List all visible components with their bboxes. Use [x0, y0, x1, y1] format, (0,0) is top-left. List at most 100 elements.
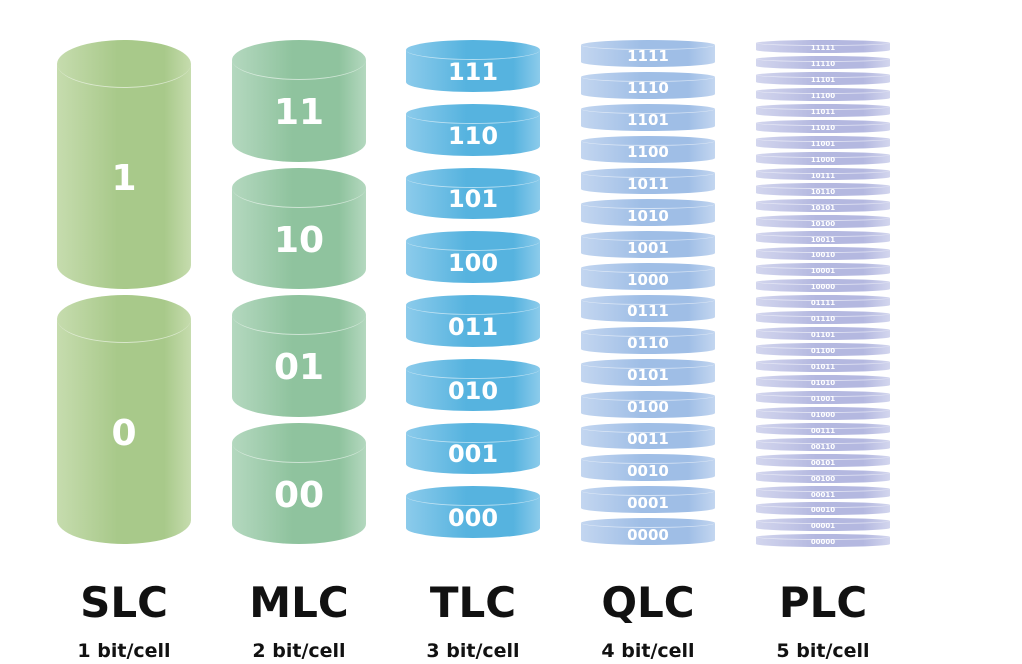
cell-state-label: 11100 [810, 92, 836, 101]
cell-state-cylinder: 00010 [756, 502, 890, 516]
cell-state-cylinder: 10 [232, 167, 366, 289]
cell-state-cylinder: 0101 [581, 358, 715, 386]
cell-state-cylinder: 0111 [581, 295, 715, 322]
cell-state-label: 11 [273, 92, 325, 134]
cell-state-cylinder: 0110 [581, 326, 715, 354]
cell-state-cylinder: 0100 [581, 390, 715, 418]
cell-state-label: 11000 [810, 155, 836, 164]
cell-state-cylinder: 0010 [581, 454, 715, 482]
cell-state-cylinder: 01111 [756, 295, 890, 308]
cell-state-cylinder: 10000 [756, 279, 890, 292]
cell-state-cylinder: 00011 [756, 486, 890, 500]
cell-state-cylinder: 00001 [756, 518, 890, 532]
cell-state-cylinder: 00000 [756, 534, 890, 547]
cell-state-label: 0101 [627, 366, 669, 385]
mlc-title: MLC [249, 578, 349, 627]
cell-state-cylinder: 010 [406, 358, 540, 411]
cell-state-label: 00011 [810, 490, 836, 499]
cell-state-label: 000 [447, 504, 499, 533]
cell-state-cylinder: 11011 [756, 103, 890, 117]
cell-state-cylinder: 11010 [756, 119, 890, 133]
cell-state-label: 01011 [810, 363, 836, 372]
cell-state-label: 1111 [627, 47, 669, 66]
cell-state-label: 10110 [810, 187, 836, 196]
cell-state-label: 1011 [627, 174, 669, 193]
cell-state-label: 00101 [810, 458, 836, 467]
cell-state-label: 1 [111, 158, 137, 200]
cell-state-label: 0001 [627, 493, 669, 512]
cell-state-label: 100 [447, 249, 499, 278]
cell-state-cylinder: 11110 [756, 55, 890, 69]
cell-state-label: 0110 [627, 334, 669, 353]
cell-state-cylinder: 1 [57, 40, 191, 289]
cell-state-label: 00100 [810, 474, 836, 483]
cell-state-label: 11101 [810, 76, 836, 85]
mlc-bits-per-cell: 2 bit/cell [252, 640, 346, 662]
cell-state-cylinder: 1001 [581, 231, 715, 259]
cell-state-label: 01001 [810, 394, 836, 403]
cell-state-cylinder: 1000 [581, 263, 715, 290]
plc-bits-per-cell: 5 bit/cell [776, 640, 870, 662]
cell-state-cylinder: 01010 [756, 374, 890, 388]
cell-state-cylinder: 0000 [581, 518, 715, 545]
qlc-cell-stack: 1111 1110 1101 1100 1011 1010 1001 1000 0111 0110… [581, 40, 715, 550]
cell-state-cylinder: 1110 [581, 71, 715, 99]
cell-state-label: 10100 [810, 219, 836, 228]
cell-state-cylinder: 01000 [756, 406, 890, 420]
cell-state-cylinder: 10011 [756, 231, 890, 245]
cell-state-label: 10011 [810, 235, 836, 244]
cell-state-cylinder: 011 [406, 295, 540, 347]
cell-state-cylinder: 1011 [581, 167, 715, 195]
cell-state-label: 0011 [627, 429, 669, 448]
tlc-cell-stack: 111 110 101 100 011 010 001 000 [406, 40, 540, 550]
cell-state-cylinder: 00100 [756, 470, 890, 484]
cell-state-label: 111 [447, 57, 499, 86]
cell-state-label: 101 [447, 185, 499, 214]
cell-state-cylinder: 001 [406, 422, 540, 475]
cell-state-label: 10000 [810, 283, 836, 292]
cell-state-label: 01010 [810, 378, 836, 387]
cell-state-label: 0000 [627, 525, 669, 544]
cell-state-label: 11111 [810, 44, 836, 53]
cell-state-cylinder: 00111 [756, 422, 890, 436]
cell-state-cylinder: 110 [406, 103, 540, 156]
cell-state-cylinder: 1111 [581, 40, 715, 67]
cell-state-cylinder: 00110 [756, 438, 890, 452]
cell-state-label: 00111 [810, 426, 836, 435]
cell-state-label: 11010 [810, 123, 836, 132]
cell-state-cylinder: 01101 [756, 326, 890, 340]
cell-state-label: 11001 [810, 139, 836, 148]
tlc-title: TLC [429, 578, 517, 627]
plc-title: PLC [778, 578, 868, 627]
cell-state-cylinder: 111 [406, 40, 540, 92]
cell-state-label: 00001 [810, 522, 836, 531]
cell-state-cylinder: 10111 [756, 167, 890, 181]
cell-state-cylinder: 01110 [756, 310, 890, 324]
cell-state-cylinder: 10110 [756, 183, 890, 197]
cell-state-label: 11011 [810, 108, 836, 117]
cell-state-cylinder: 0 [57, 295, 191, 544]
cell-state-label: 01101 [810, 331, 836, 340]
cell-state-label: 0111 [627, 302, 669, 321]
cell-state-label: 01110 [810, 315, 836, 324]
cell-state-label: 001 [447, 440, 499, 469]
cell-state-cylinder: 01100 [756, 342, 890, 356]
cell-state-label: 110 [447, 121, 499, 150]
cell-state-label: 11110 [810, 60, 836, 69]
cell-state-label: 0 [111, 413, 137, 455]
cell-state-label: 01111 [810, 299, 836, 308]
cell-state-label: 010 [447, 376, 499, 405]
cell-state-label: 10 [273, 219, 325, 261]
slc-title: SLC [80, 578, 168, 627]
cell-state-label: 10101 [810, 203, 836, 212]
cell-state-cylinder: 10100 [756, 215, 890, 229]
cell-state-cylinder: 000 [406, 486, 540, 538]
cell-state-label: 10010 [810, 251, 836, 260]
cell-state-cylinder: 0001 [581, 486, 715, 514]
cell-state-cylinder: 11100 [756, 87, 890, 101]
cell-state-cylinder: 11001 [756, 135, 890, 149]
cell-state-label: 0010 [627, 461, 669, 480]
cell-state-cylinder: 11101 [756, 71, 890, 85]
cell-state-label: 1100 [627, 143, 669, 162]
